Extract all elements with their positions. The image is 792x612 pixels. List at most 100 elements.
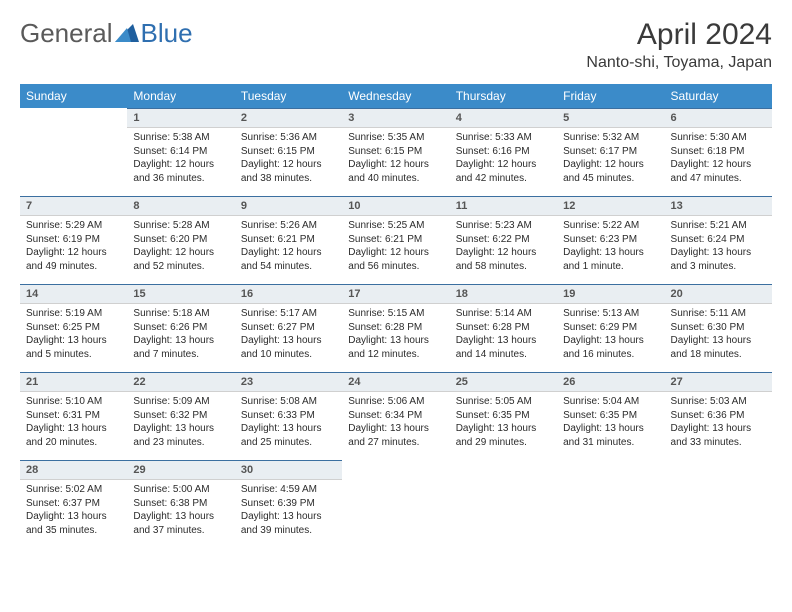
detail-line: Sunset: 6:29 PM <box>563 321 658 335</box>
detail-line: and 3 minutes. <box>671 260 766 274</box>
calendar-page: General Blue April 2024 Nanto-shi, Toyam… <box>0 0 792 566</box>
day-number: 6 <box>665 108 772 128</box>
page-header: General Blue April 2024 Nanto-shi, Toyam… <box>20 18 772 72</box>
day-number: 16 <box>235 284 342 304</box>
day-details: Sunrise: 5:28 AMSunset: 6:20 PMDaylight:… <box>127 216 234 276</box>
day-details: Sunrise: 5:36 AMSunset: 6:15 PMDaylight:… <box>235 128 342 188</box>
detail-line: Daylight: 13 hours <box>26 334 121 348</box>
detail-line: Sunset: 6:32 PM <box>133 409 228 423</box>
detail-line: Sunrise: 5:25 AM <box>348 219 443 233</box>
detail-line: Sunset: 6:19 PM <box>26 233 121 247</box>
calendar-cell: 1Sunrise: 5:38 AMSunset: 6:14 PMDaylight… <box>127 108 234 196</box>
detail-line: Daylight: 13 hours <box>133 334 228 348</box>
detail-line: Sunset: 6:21 PM <box>241 233 336 247</box>
day-details: Sunrise: 5:10 AMSunset: 6:31 PMDaylight:… <box>20 392 127 452</box>
day-details: Sunrise: 5:21 AMSunset: 6:24 PMDaylight:… <box>665 216 772 276</box>
detail-line: Daylight: 12 hours <box>133 246 228 260</box>
detail-line: and 37 minutes. <box>133 524 228 538</box>
day-number: 10 <box>342 196 449 216</box>
detail-line: Sunrise: 5:38 AM <box>133 131 228 145</box>
calendar-cell <box>20 108 127 196</box>
calendar-cell: 23Sunrise: 5:08 AMSunset: 6:33 PMDayligh… <box>235 372 342 460</box>
calendar-cell: 13Sunrise: 5:21 AMSunset: 6:24 PMDayligh… <box>665 196 772 284</box>
day-number: 13 <box>665 196 772 216</box>
detail-line: Sunrise: 5:10 AM <box>26 395 121 409</box>
detail-line: Daylight: 12 hours <box>671 158 766 172</box>
day-number: 5 <box>557 108 664 128</box>
detail-line: Sunrise: 5:19 AM <box>26 307 121 321</box>
detail-line: Daylight: 12 hours <box>241 158 336 172</box>
detail-line: and 40 minutes. <box>348 172 443 186</box>
calendar-cell: 26Sunrise: 5:04 AMSunset: 6:35 PMDayligh… <box>557 372 664 460</box>
detail-line: Sunset: 6:33 PM <box>241 409 336 423</box>
calendar-header-row: SundayMondayTuesdayWednesdayThursdayFrid… <box>20 84 772 108</box>
day-details: Sunrise: 5:05 AMSunset: 6:35 PMDaylight:… <box>450 392 557 452</box>
day-details: Sunrise: 5:11 AMSunset: 6:30 PMDaylight:… <box>665 304 772 364</box>
logo-text-blue: Blue <box>141 18 193 49</box>
day-number: 28 <box>20 460 127 480</box>
calendar-cell: 22Sunrise: 5:09 AMSunset: 6:32 PMDayligh… <box>127 372 234 460</box>
detail-line: and 18 minutes. <box>671 348 766 362</box>
detail-line: Sunset: 6:31 PM <box>26 409 121 423</box>
detail-line: Sunset: 6:23 PM <box>563 233 658 247</box>
day-header: Tuesday <box>235 84 342 108</box>
detail-line: Daylight: 13 hours <box>456 422 551 436</box>
day-header: Monday <box>127 84 234 108</box>
day-number: 7 <box>20 196 127 216</box>
detail-line: and 1 minute. <box>563 260 658 274</box>
detail-line: Sunset: 6:26 PM <box>133 321 228 335</box>
day-number: 29 <box>127 460 234 480</box>
detail-line: Daylight: 13 hours <box>563 422 658 436</box>
detail-line: Sunset: 6:18 PM <box>671 145 766 159</box>
detail-line: Daylight: 12 hours <box>456 246 551 260</box>
detail-line: Sunrise: 5:03 AM <box>671 395 766 409</box>
calendar-cell: 15Sunrise: 5:18 AMSunset: 6:26 PMDayligh… <box>127 284 234 372</box>
day-details: Sunrise: 5:25 AMSunset: 6:21 PMDaylight:… <box>342 216 449 276</box>
day-number: 22 <box>127 372 234 392</box>
detail-line: Daylight: 12 hours <box>563 158 658 172</box>
detail-line: and 35 minutes. <box>26 524 121 538</box>
detail-line: Daylight: 13 hours <box>241 510 336 524</box>
detail-line: and 25 minutes. <box>241 436 336 450</box>
calendar-week-row: 7Sunrise: 5:29 AMSunset: 6:19 PMDaylight… <box>20 196 772 284</box>
calendar-cell: 6 Sunrise: 5:30 AMSunset: 6:18 PMDaylight… <box>665 108 772 196</box>
detail-line: Sunrise: 5:06 AM <box>348 395 443 409</box>
detail-line: and 29 minutes. <box>456 436 551 450</box>
day-details: Sunrise: 5:04 AMSunset: 6:35 PMDaylight:… <box>557 392 664 452</box>
detail-line: Daylight: 12 hours <box>348 246 443 260</box>
detail-line: Sunset: 6:28 PM <box>348 321 443 335</box>
calendar-cell: 28Sunrise: 5:02 AMSunset: 6:37 PMDayligh… <box>20 460 127 548</box>
detail-line: Sunset: 6:20 PM <box>133 233 228 247</box>
day-details: Sunrise: 5:29 AMSunset: 6:19 PMDaylight:… <box>20 216 127 276</box>
detail-line: Sunrise: 5:13 AM <box>563 307 658 321</box>
detail-line: and 54 minutes. <box>241 260 336 274</box>
day-details: Sunrise: 4:59 AMSunset: 6:39 PMDaylight:… <box>235 480 342 540</box>
detail-line: Sunset: 6:16 PM <box>456 145 551 159</box>
calendar-cell: 8Sunrise: 5:28 AMSunset: 6:20 PMDaylight… <box>127 196 234 284</box>
detail-line: Sunset: 6:30 PM <box>671 321 766 335</box>
detail-line: Sunrise: 5:14 AM <box>456 307 551 321</box>
day-number: 9 <box>235 196 342 216</box>
day-details: Sunrise: 5:38 AMSunset: 6:14 PMDaylight:… <box>127 128 234 188</box>
calendar-cell: 2Sunrise: 5:36 AMSunset: 6:15 PMDaylight… <box>235 108 342 196</box>
calendar-cell: 9Sunrise: 5:26 AMSunset: 6:21 PMDaylight… <box>235 196 342 284</box>
day-details: Sunrise: 5:03 AMSunset: 6:36 PMDaylight:… <box>665 392 772 452</box>
detail-line: Sunrise: 4:59 AM <box>241 483 336 497</box>
calendar-week-row: 28Sunrise: 5:02 AMSunset: 6:37 PMDayligh… <box>20 460 772 548</box>
day-details: Sunrise: 5:06 AMSunset: 6:34 PMDaylight:… <box>342 392 449 452</box>
day-number: 30 <box>235 460 342 480</box>
title-block: April 2024 Nanto-shi, Toyama, Japan <box>586 18 772 72</box>
day-details: Sunrise: 5:23 AMSunset: 6:22 PMDaylight:… <box>450 216 557 276</box>
detail-line: Sunrise: 5:30 AM <box>671 131 766 145</box>
detail-line: Daylight: 13 hours <box>133 422 228 436</box>
detail-line: Sunrise: 5:32 AM <box>563 131 658 145</box>
detail-line: Daylight: 12 hours <box>348 158 443 172</box>
detail-line: Sunset: 6:36 PM <box>671 409 766 423</box>
detail-line: and 27 minutes. <box>348 436 443 450</box>
detail-line: Daylight: 13 hours <box>26 510 121 524</box>
month-title: April 2024 <box>586 18 772 52</box>
detail-line: Sunset: 6:15 PM <box>241 145 336 159</box>
location-label: Nanto-shi, Toyama, Japan <box>586 54 772 72</box>
detail-line: Sunset: 6:21 PM <box>348 233 443 247</box>
detail-line: Sunrise: 5:00 AM <box>133 483 228 497</box>
